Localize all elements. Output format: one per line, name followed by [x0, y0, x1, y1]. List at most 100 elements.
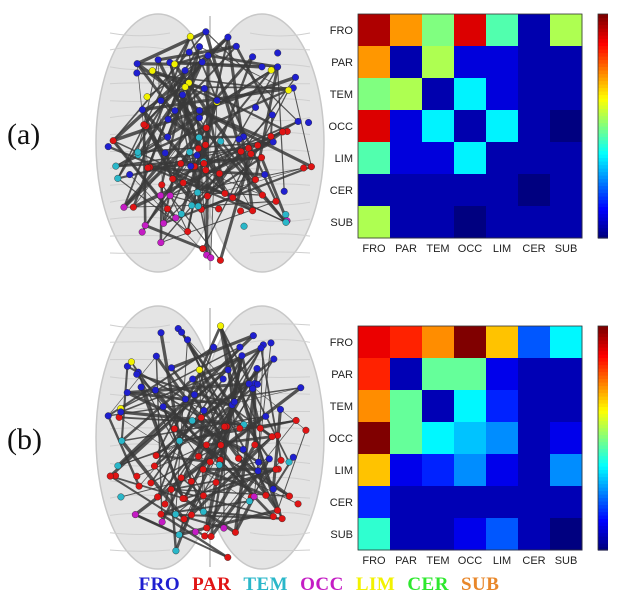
- legend-item: FRO: [138, 574, 181, 595]
- heatmap-cell: [454, 174, 487, 207]
- heatmap-cell: [422, 206, 455, 239]
- heatmap-cell: [486, 326, 519, 359]
- heatmap-cell: [390, 454, 423, 487]
- legend-item: TEM: [243, 574, 289, 595]
- heatmap-cell: [390, 390, 423, 423]
- heatmap-cell: [358, 326, 391, 359]
- row-tick-label: FRO: [330, 25, 354, 37]
- heatmap-cell: [518, 518, 551, 551]
- col-tick-label: CER: [522, 243, 545, 254]
- heatmap-cell: [390, 518, 423, 551]
- heatmap-cell: [390, 326, 423, 359]
- heatmap-cell: [486, 358, 519, 391]
- heatmap-cell: [358, 142, 391, 175]
- heatmap-cell: [422, 390, 455, 423]
- heatmap-cell: [358, 390, 391, 423]
- heatmap-cell: [550, 110, 583, 143]
- heatmap-cell: [550, 174, 583, 207]
- col-tick-label: OCC: [458, 555, 483, 566]
- heatmap-cell: [358, 78, 391, 111]
- heatmap-cell: [518, 142, 551, 175]
- heatmap-cell: [422, 46, 455, 79]
- heatmap-cell: [486, 454, 519, 487]
- heatmap-cell: [550, 14, 583, 47]
- heatmap-cell: [486, 518, 519, 551]
- col-tick-label: PAR: [395, 555, 417, 566]
- heatmap-cell: [518, 390, 551, 423]
- heatmap-cell: [390, 486, 423, 519]
- colorbar: [597, 325, 608, 551]
- heatmap-cell: [358, 486, 391, 519]
- network-nodes: [104, 322, 310, 561]
- heatmap-cell: [454, 422, 487, 455]
- heatmap-cell: [550, 46, 583, 79]
- heatmap-cell: [390, 206, 423, 239]
- heatmap-cell: [454, 390, 487, 423]
- heatmap-cell: [518, 78, 551, 111]
- heatmap-cell: [518, 174, 551, 207]
- heatmap-cell: [550, 78, 583, 111]
- heatmap-cell: [422, 14, 455, 47]
- heatmap-b: FRO PAR TEM OCC LIM CER SUB FRO PAR TEM OCC LIM CER S…: [329, 325, 608, 566]
- col-tick-label: SUB: [555, 243, 578, 254]
- heatmap-cell: [518, 110, 551, 143]
- row-tick-label: PAR: [331, 57, 353, 69]
- row-tick-label: OCC: [329, 121, 354, 133]
- heatmap-cell: [422, 486, 455, 519]
- col-tick-label: CER: [522, 555, 545, 566]
- legend-item: LIM: [355, 574, 396, 595]
- heatmap-cell: [390, 14, 423, 47]
- heatmap-cell: [422, 78, 455, 111]
- heatmap-cell: [550, 358, 583, 391]
- row-tick-label: LIM: [335, 465, 353, 477]
- col-tick-label: LIM: [493, 555, 511, 566]
- heatmap-cell: [454, 78, 487, 111]
- heatmap-cell: [550, 518, 583, 551]
- heatmap-cell: [422, 454, 455, 487]
- heatmap-cell: [390, 46, 423, 79]
- row-tick-label: CER: [330, 185, 353, 197]
- heatmap-cell: [550, 454, 583, 487]
- heatmap-cell: [390, 422, 423, 455]
- col-tick-label: PAR: [395, 243, 417, 254]
- legend-item: OCC: [300, 574, 344, 595]
- heatmap-cell: [422, 142, 455, 175]
- heatmap-a: FRO PAR TEM OCC LIM CER SUB FRO PAR TEM OCC LIM CER S…: [329, 13, 608, 254]
- heatmap-cell: [518, 14, 551, 47]
- heatmap-cell: [390, 142, 423, 175]
- brain-network-b: [95, 305, 325, 570]
- heatmap-cell: [358, 518, 391, 551]
- heatmap-cell: [518, 46, 551, 79]
- heatmap-cell: [518, 454, 551, 487]
- legend-item: SUB: [460, 574, 500, 595]
- row-tick-label: SUB: [330, 217, 353, 229]
- heatmap-cell: [422, 326, 455, 359]
- heatmap-cell: [358, 422, 391, 455]
- row-tick-label: FRO: [330, 337, 354, 349]
- region-legend: FRO PAR TEM OCC LIM CER SUB: [0, 574, 638, 604]
- heatmap-cell: [486, 486, 519, 519]
- heatmap-cell: [454, 206, 487, 239]
- row-tick-label: TEM: [330, 401, 353, 413]
- heatmap-cell: [358, 454, 391, 487]
- col-tick-label: TEM: [426, 243, 449, 254]
- heatmap-cell: [550, 142, 583, 175]
- col-tick-label: SUB: [555, 555, 578, 566]
- heatmap-cell: [454, 518, 487, 551]
- heatmap-cell: [550, 422, 583, 455]
- heatmap-cell: [550, 486, 583, 519]
- heatmap-cell: [454, 486, 487, 519]
- colorbar: [597, 13, 608, 239]
- heatmap-cell: [358, 14, 391, 47]
- heatmap-cell: [550, 326, 583, 359]
- heatmap-cell: [486, 142, 519, 175]
- row-tick-label: PAR: [331, 369, 353, 381]
- network-nodes: [104, 28, 315, 264]
- heatmap-cell: [390, 78, 423, 111]
- col-tick-label: FRO: [362, 243, 386, 254]
- heatmap-cell: [358, 206, 391, 239]
- heatmap-cell: [422, 110, 455, 143]
- brain-network-a: [95, 13, 325, 273]
- legend-item: PAR: [192, 574, 232, 595]
- col-tick-label: LIM: [493, 243, 511, 254]
